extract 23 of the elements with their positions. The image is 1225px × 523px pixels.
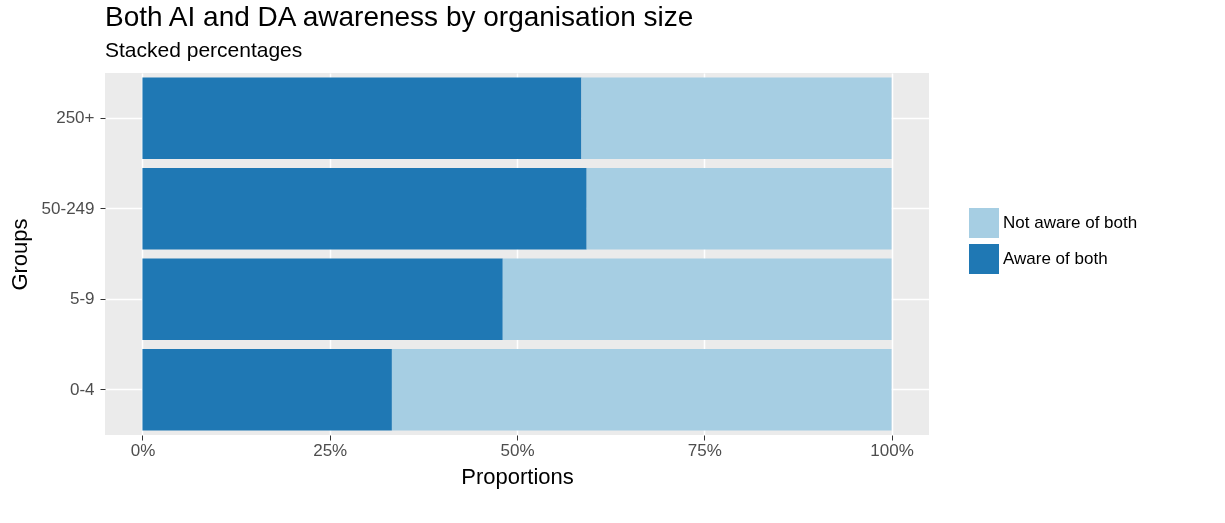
bar	[586, 168, 892, 250]
x-tick-label: 100%	[870, 440, 914, 460]
y-axis-title: Groups	[6, 218, 32, 291]
x-tick-label: 25%	[313, 440, 348, 460]
bar	[391, 349, 892, 431]
x-tick-label: 75%	[687, 440, 722, 460]
y-tick-label: 0-4	[69, 379, 95, 399]
y-tick-label: 5-9	[69, 289, 95, 309]
x-tick-label: 0%	[130, 440, 156, 460]
legend-label: Aware of both	[1003, 249, 1108, 268]
chart-title: Both AI and DA awareness by organisation size	[105, 1, 694, 32]
bar	[142, 349, 392, 431]
chart-subtitle: Stacked percentages	[105, 38, 303, 61]
y-tick-label: 50-249	[41, 198, 95, 218]
x-tick-label: 50%	[500, 440, 535, 460]
x-axis-title: Proportions	[461, 463, 574, 489]
bar	[581, 77, 892, 159]
legend-label: Not aware of both	[1003, 213, 1138, 232]
bar	[142, 258, 503, 340]
bar	[142, 168, 587, 250]
y-tick-label: 250+	[56, 108, 95, 128]
bar	[502, 258, 892, 340]
bar	[142, 77, 582, 159]
